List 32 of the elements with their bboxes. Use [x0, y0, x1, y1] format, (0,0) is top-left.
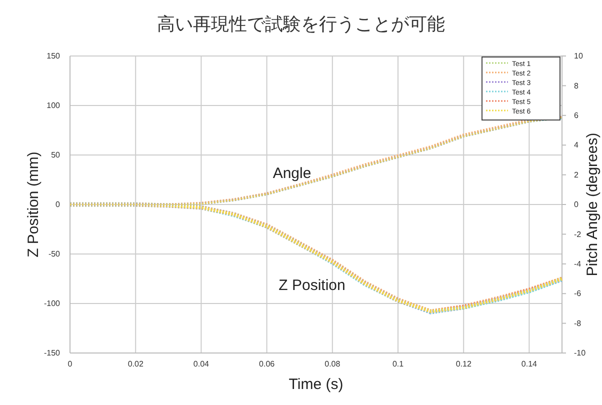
y-tick-label: -100	[44, 299, 61, 308]
y2-tick-label: 0	[574, 200, 579, 210]
x-tick-label: 0.04	[193, 360, 210, 369]
x-tick-label: 0.1	[392, 360, 404, 369]
y2-tick-label: 6	[574, 110, 579, 120]
y2-tick-label: -8	[574, 318, 582, 328]
y-tick-label: -50	[48, 250, 61, 259]
y-tick-label: 50	[51, 150, 61, 160]
y2-tick-label: 10	[574, 52, 584, 61]
annotation: Z Position	[278, 277, 346, 294]
y-tick-label: 100	[46, 101, 61, 110]
y-tick-label: 0	[56, 200, 61, 210]
y2-tick-label: -2	[574, 230, 582, 239]
x-tick-label: 0	[68, 360, 73, 369]
y2-tick-label: 8	[574, 81, 579, 90]
y2-axis-title: Pitch Angle (degrees)	[584, 132, 601, 276]
x-axis-title: Time (s)	[288, 376, 344, 393]
y2-tick-label: 4	[574, 140, 579, 150]
x-tick-label: 0.08	[324, 360, 341, 369]
annotation: Angle	[272, 165, 312, 182]
y2-tick-label: -4	[574, 259, 582, 268]
x-tick-label: 0.12	[456, 360, 472, 369]
x-tick-label: 0.06	[259, 360, 276, 369]
y-tick-label: -150	[44, 348, 61, 358]
y-tick-label: 150	[46, 52, 61, 61]
y2-tick-label: -10	[574, 348, 586, 358]
y-axis-title: Z Position (mm)	[25, 152, 42, 258]
x-tick-label: 0.02	[128, 360, 144, 369]
y2-tick-label: 2	[574, 170, 579, 180]
chart-title: 高い再現性で試験を行うことが可能	[157, 14, 445, 35]
y2-tick-label: -6	[574, 289, 582, 298]
x-tick-label: 0.14	[521, 360, 538, 369]
